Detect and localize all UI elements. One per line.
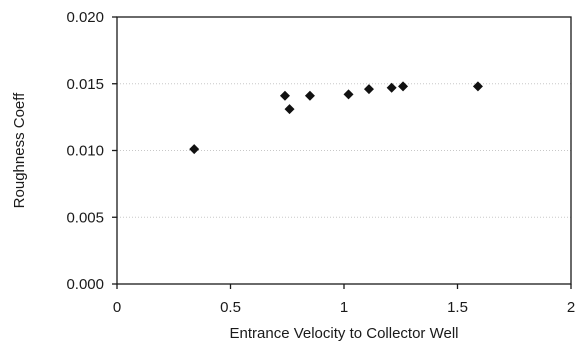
grid-lines [117,83,571,218]
data-point [386,82,397,93]
x-tick-label: 2 [567,299,575,316]
x-tick-label: 1 [340,299,348,316]
data-point [279,90,290,101]
data-point [189,144,200,155]
x-tick-label: 1.5 [447,299,468,316]
y-tick-label: 0.000 [66,276,104,293]
data-point [398,81,409,92]
plot-area-frame [116,16,572,285]
x-tick-label: 0.5 [220,299,241,316]
axis-ticks: 0.000 0.005 0.010 0.015 0.020 0 0.5 1 1.5 2 [66,9,575,316]
data-point [284,104,295,115]
x-tick-label: 0 [113,299,121,316]
data-point [363,84,374,95]
x-axis-title: Entrance Velocity to Collector Well [230,325,459,342]
y-tick-label: 0.015 [66,76,104,93]
y-tick-label: 0.005 [66,209,104,226]
y-axis-title: Roughness Coeff [11,92,28,208]
data-points [189,81,483,155]
data-point [304,90,315,101]
data-point [472,81,483,92]
y-tick-label: 0.010 [66,143,104,160]
y-tick-label: 0.020 [66,9,104,26]
data-point [343,89,354,100]
